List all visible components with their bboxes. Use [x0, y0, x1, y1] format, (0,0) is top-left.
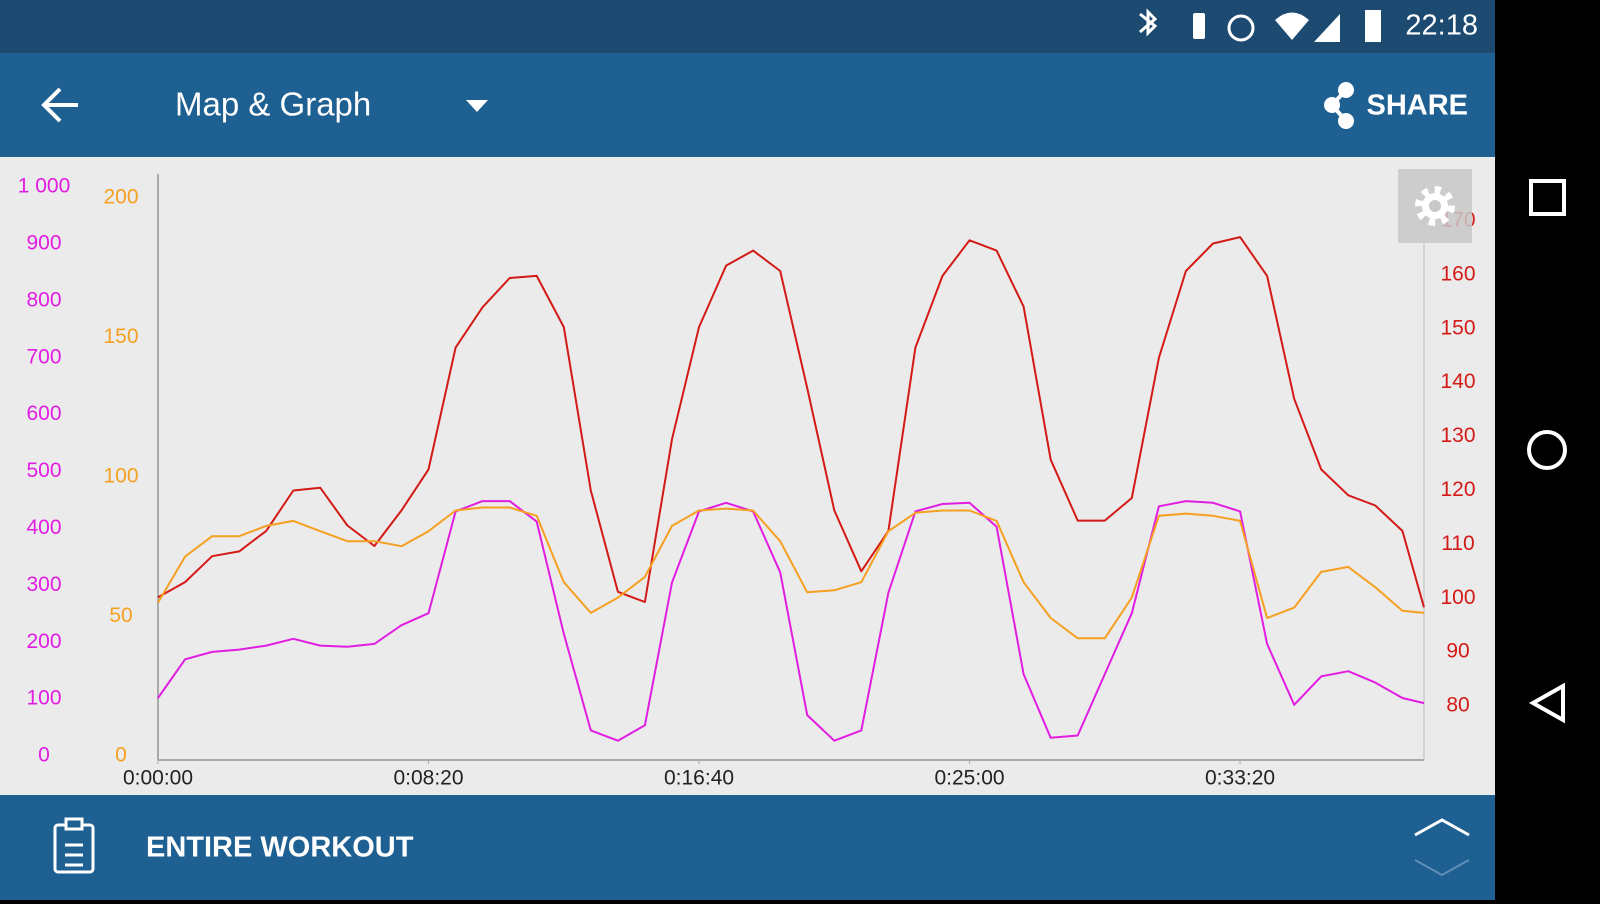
y-tick-label: 900 [26, 232, 61, 255]
y2-tick-label: 160 [1440, 262, 1475, 285]
x-tick-label: 0:25:00 [934, 767, 1004, 790]
screen-title[interactable]: Map & Graph [175, 86, 371, 123]
y3-tick-label: 100 [103, 464, 138, 487]
bottom-bar [0, 795, 1495, 900]
y2-tick-label: 90 [1446, 640, 1469, 663]
nav-bar [1527, 179, 1567, 724]
y-tick-label: 0 [38, 744, 50, 767]
y-tick-label: 100 [26, 687, 61, 710]
chart-area [0, 157, 1495, 795]
y-tick-label: 700 [26, 345, 61, 368]
back-button[interactable] [41, 87, 78, 123]
dropdown-arrow[interactable] [466, 100, 488, 112]
y-tick-label: 500 [26, 459, 61, 482]
collapse-hint [1414, 859, 1470, 877]
y-tick-label: 200 [26, 630, 61, 653]
x-tick-label: 0:33:20 [1205, 767, 1275, 790]
series-line [157, 236, 1425, 608]
x-tick-label: 0:08:20 [393, 767, 463, 790]
x-tick-label: 0:00:00 [123, 767, 193, 790]
y3-tick-label: 150 [103, 325, 138, 348]
series-line [157, 500, 1425, 742]
toolbar [0, 53, 1495, 157]
y3-tick-label: 0 [115, 744, 127, 767]
chart: 0 100 200 300 400 500 600 700 800 900 1 000 0 50 100 1… [18, 169, 1476, 790]
series-line [157, 506, 1425, 640]
back-nav-button[interactable] [1528, 682, 1565, 724]
share-button[interactable]: SHARE [1366, 90, 1468, 122]
clock: 22:18 [1405, 10, 1478, 42]
y2-tick-label: 100 [1440, 586, 1475, 609]
y2-tick-label: 110 [1441, 532, 1474, 555]
range-label[interactable]: ENTIRE WORKOUT [146, 832, 414, 864]
gear-outer [1415, 186, 1455, 226]
y-tick-label: 800 [26, 288, 61, 311]
y-tick-label: 1 000 [18, 175, 71, 198]
y2-tick-label: 150 [1440, 316, 1475, 339]
y2-tick-label: 120 [1440, 478, 1475, 501]
gear-hole [1429, 200, 1441, 212]
y-tick-label: 600 [26, 402, 61, 425]
y2-tick-label: 140 [1440, 370, 1475, 393]
y-tick-label: 400 [26, 516, 61, 539]
home-button[interactable] [1527, 430, 1567, 470]
x-tick-label: 0:16:40 [664, 767, 734, 790]
share-icon[interactable] [1324, 82, 1354, 129]
expand-button[interactable] [1414, 818, 1470, 837]
status-icons [1139, 8, 1381, 42]
y2-tick-label: 130 [1440, 424, 1475, 447]
y-tick-label: 300 [26, 573, 61, 596]
y3-tick-label: 200 [103, 185, 138, 208]
y3-tick-label: 50 [109, 604, 132, 627]
clipboard-icon [53, 817, 95, 874]
status-bar [0, 0, 1495, 53]
recents-button[interactable] [1529, 179, 1566, 216]
y2-tick-label: 80 [1446, 694, 1469, 717]
settings-button[interactable] [1398, 169, 1472, 243]
